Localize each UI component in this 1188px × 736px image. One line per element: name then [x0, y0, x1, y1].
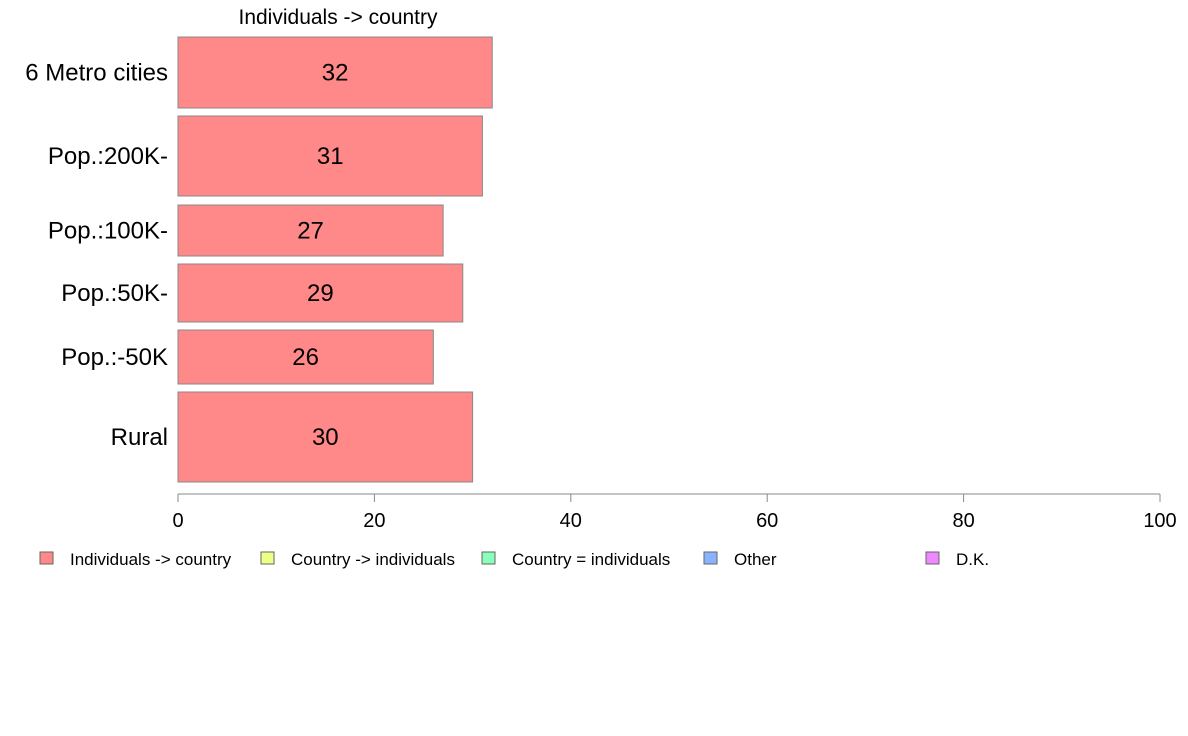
bar-value-label: 26 — [292, 344, 319, 371]
x-tick-label: 100 — [1143, 510, 1176, 532]
legend-swatch — [260, 551, 275, 565]
category-label: Pop.:50K- — [61, 280, 168, 307]
legend-swatch — [481, 551, 496, 565]
bar — [177, 263, 464, 323]
legend-label: Country -> individuals — [291, 550, 455, 569]
bar-value-label: 32 — [322, 60, 349, 87]
legend-label: Other — [734, 550, 777, 569]
category-label: 6 Metro cities — [25, 60, 168, 87]
bar — [177, 391, 474, 483]
bar — [177, 329, 434, 385]
bar — [177, 204, 444, 257]
legend-swatch — [925, 551, 940, 565]
x-tick-label: 20 — [363, 510, 385, 532]
bar-value-label: 31 — [317, 143, 344, 170]
x-tick-label: 80 — [952, 510, 974, 532]
bar — [177, 36, 493, 109]
bar-value-label: 30 — [312, 424, 339, 451]
x-tick-label: 60 — [756, 510, 778, 532]
legend-label: Country = individuals — [512, 550, 670, 569]
legend-label: D.K. — [956, 550, 989, 569]
legend-swatch — [703, 551, 718, 565]
category-label: Pop.:200K- — [48, 143, 168, 170]
category-label: Rural — [111, 424, 168, 451]
legend-label: Individuals -> country — [70, 550, 232, 569]
bar-value-label: 27 — [297, 218, 324, 245]
chart-title: Individuals -> country — [238, 6, 438, 29]
category-label: Pop.:100K- — [48, 218, 168, 245]
x-tick-label: 0 — [172, 510, 183, 532]
category-label: Pop.:-50K — [61, 344, 168, 371]
bar-value-label: 29 — [307, 280, 334, 307]
bar — [177, 115, 483, 197]
legend-swatch — [39, 551, 54, 565]
x-tick-label: 40 — [560, 510, 582, 532]
